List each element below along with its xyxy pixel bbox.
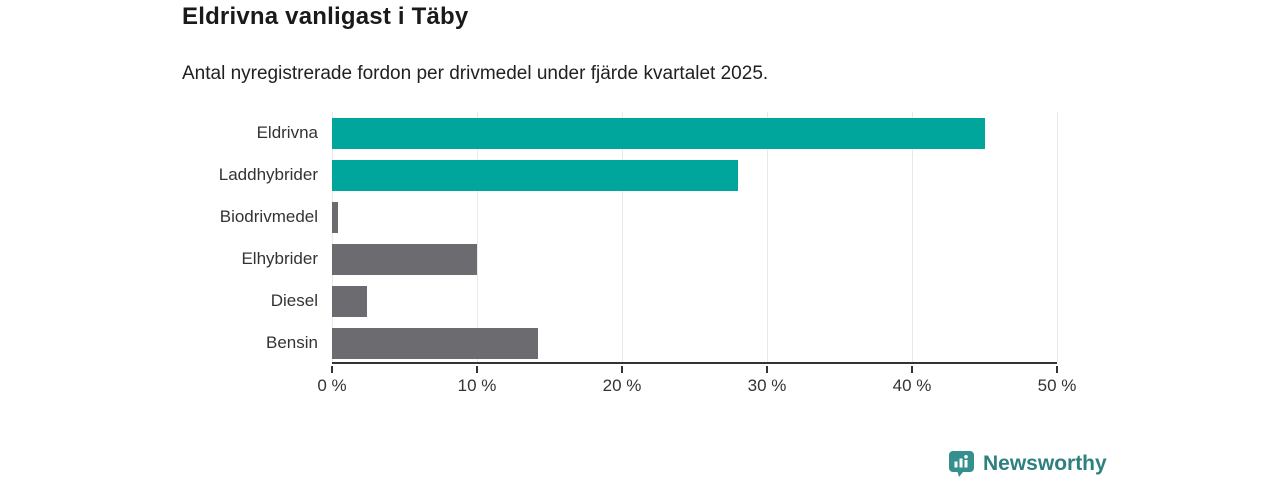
category-label-eldrivna: Eldrivna xyxy=(256,123,318,142)
x-axis: 0 % 10 % 20 % 30 % 40 % 50 % xyxy=(317,366,1076,400)
tick-label-20: 20 % xyxy=(602,376,642,395)
tick-mark-50 xyxy=(1056,366,1058,373)
newsworthy-brand-link[interactable]: Newsworthy xyxy=(948,450,1107,478)
bar-chart-speech-bubble-icon xyxy=(948,450,975,478)
gridline-20 xyxy=(622,112,623,362)
tick-label-50: 50 % xyxy=(1037,376,1077,395)
tick-label-10: 10 % xyxy=(457,376,497,395)
bar-row-elhybrider xyxy=(332,238,1057,280)
bar-diesel xyxy=(332,285,367,317)
bar-row-laddhybrider xyxy=(332,154,1057,196)
tick-mark-0 xyxy=(331,366,333,373)
bar-eldrivna xyxy=(332,117,985,149)
tick-mark-30 xyxy=(766,366,768,373)
chart-subtitle: Antal nyregistrerade fordon per drivmede… xyxy=(182,63,769,84)
tick-mark-10 xyxy=(476,366,478,373)
chart-title: Eldrivna vanligast i Täby xyxy=(182,3,469,30)
gridline-0 xyxy=(332,112,333,362)
category-label-biodrivmedel: Biodrivmedel xyxy=(219,207,318,226)
bar-row-biodrivmedel xyxy=(332,196,1057,238)
category-label-bensin: Bensin xyxy=(266,333,318,352)
tick-mark-20 xyxy=(621,366,623,373)
bar-row-diesel xyxy=(332,280,1057,322)
category-label-diesel: Diesel xyxy=(270,291,318,310)
gridline-50 xyxy=(1057,112,1058,362)
category-label-elhybrider: Elhybrider xyxy=(241,249,318,268)
bar-laddhybrider xyxy=(332,159,738,191)
category-labels-column: Eldrivna Laddhybrider Biodrivmedel Elhybrid… xyxy=(182,112,332,364)
tick-label-30: 30 % xyxy=(747,376,787,395)
tick-label-40: 40 % xyxy=(892,376,932,395)
gridline-40 xyxy=(912,112,913,362)
bar-biodrivmedel xyxy=(332,201,338,233)
tick-label-0: 0 % xyxy=(317,376,347,395)
gridline-30 xyxy=(767,112,768,362)
bar-elhybrider xyxy=(332,243,477,275)
bar-chart: Eldrivna Laddhybrider Biodrivmedel Elhybrid… xyxy=(182,112,1058,364)
bar-row-eldrivna xyxy=(332,112,1057,154)
brand-name: Newsworthy xyxy=(983,452,1107,475)
tick-mark-40 xyxy=(911,366,913,373)
category-label-laddhybrider: Laddhybrider xyxy=(218,165,318,184)
bar-row-bensin xyxy=(332,322,1057,364)
plot-area xyxy=(332,112,1058,364)
bar-bensin xyxy=(332,327,538,359)
gridline-10 xyxy=(477,112,478,362)
